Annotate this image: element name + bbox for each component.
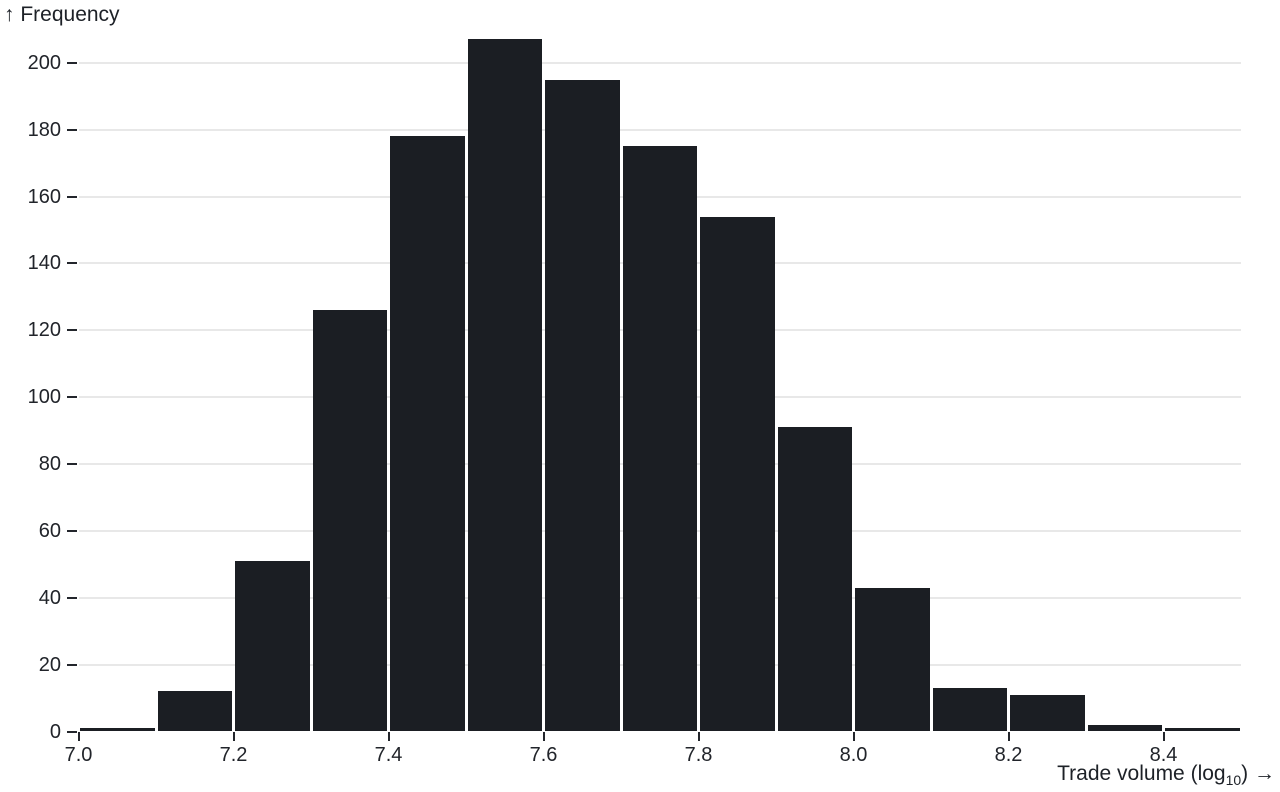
histogram-bar xyxy=(235,561,310,732)
histogram-bar xyxy=(777,427,852,732)
histogram-bar xyxy=(312,310,387,732)
x-axis-label-text: Trade volume (log xyxy=(1057,762,1226,785)
x-tick-label: 8.2 xyxy=(994,743,1023,766)
histogram-bar xyxy=(80,728,155,732)
y-gridline xyxy=(78,128,1241,131)
histogram-bar xyxy=(855,587,930,732)
x-tick-label: 7.6 xyxy=(529,743,558,766)
y-tick-mark xyxy=(67,262,77,265)
x-tick-mark xyxy=(1162,731,1165,741)
histogram-bar xyxy=(1165,728,1240,732)
y-tick-mark xyxy=(67,529,77,532)
x-tick-mark xyxy=(1007,731,1010,741)
y-tick-label: 180 xyxy=(27,118,61,141)
y-tick-mark xyxy=(67,329,77,332)
x-tick-mark xyxy=(852,731,855,741)
y-tick-mark xyxy=(67,61,77,64)
y-gridline xyxy=(78,61,1241,64)
x-tick-mark xyxy=(77,731,80,741)
y-tick-label: 0 xyxy=(49,720,61,743)
y-tick-label: 100 xyxy=(27,386,61,409)
x-axis-label-arrow: ) → xyxy=(1241,762,1275,785)
y-tick-label: 60 xyxy=(38,519,61,542)
histogram-bar xyxy=(545,79,620,732)
x-tick-mark xyxy=(232,731,235,741)
x-tick-mark xyxy=(542,731,545,741)
x-tick-label: 7.2 xyxy=(219,743,248,766)
x-tick-mark xyxy=(697,731,700,741)
y-tick-label: 40 xyxy=(38,586,61,609)
x-tick-label: 7.4 xyxy=(374,743,403,766)
y-tick-mark xyxy=(67,730,77,733)
y-tick-mark xyxy=(67,663,77,666)
y-tick-label: 20 xyxy=(38,653,61,676)
y-axis-label: ↑ Frequency xyxy=(4,3,120,26)
x-tick-label: 8.0 xyxy=(839,743,868,766)
y-tick-label: 140 xyxy=(27,252,61,275)
x-axis-label: Trade volume (log10) → xyxy=(1057,762,1275,789)
histogram-bar xyxy=(700,216,775,732)
y-tick-label: 160 xyxy=(27,185,61,208)
y-tick-mark xyxy=(67,463,77,466)
histogram-bar xyxy=(932,688,1007,732)
histogram-bar xyxy=(1087,724,1162,732)
histogram-bar xyxy=(1010,694,1085,732)
x-tick-label: 8.4 xyxy=(1149,743,1178,766)
y-tick-mark xyxy=(67,128,77,131)
y-tick-label: 120 xyxy=(27,319,61,342)
histogram-bar xyxy=(390,136,465,732)
y-tick-mark xyxy=(67,195,77,198)
y-tick-mark xyxy=(67,596,77,599)
x-tick-label: 7.0 xyxy=(64,743,93,766)
histogram-bar xyxy=(467,39,542,732)
y-tick-label: 80 xyxy=(38,453,61,476)
histogram-bar xyxy=(157,691,232,732)
y-tick-mark xyxy=(67,396,77,399)
x-tick-label: 7.8 xyxy=(684,743,713,766)
histogram-bar xyxy=(622,146,697,732)
x-axis-label-subscript: 10 xyxy=(1225,772,1242,789)
x-tick-mark xyxy=(387,731,390,741)
y-tick-label: 200 xyxy=(27,51,61,74)
